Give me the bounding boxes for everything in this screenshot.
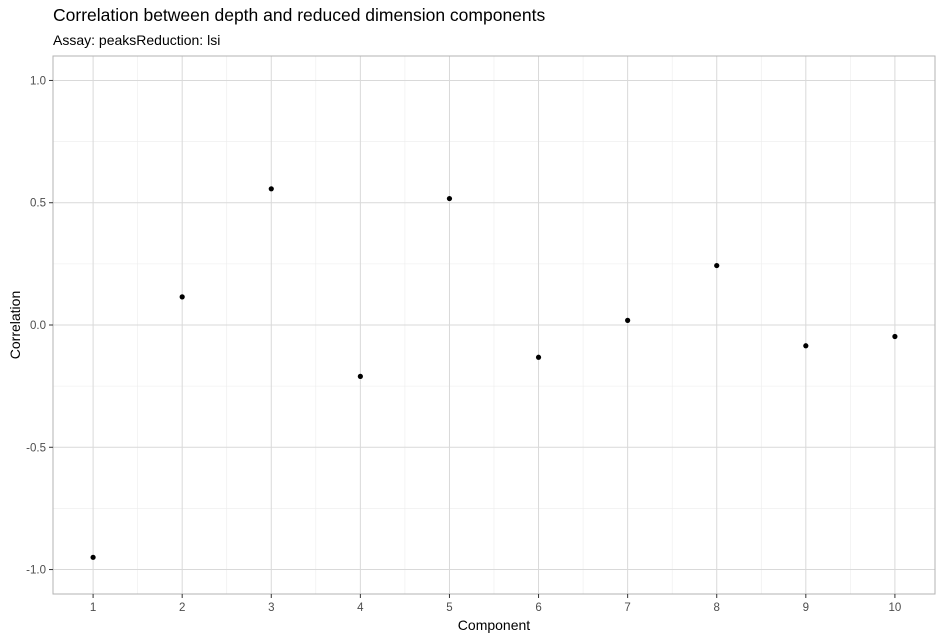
x-axis-title: Component: [458, 617, 530, 633]
chart-title: Correlation between depth and reduced di…: [53, 5, 546, 25]
y-tick-label: 1.0: [30, 75, 46, 87]
data-point: [625, 317, 631, 323]
x-tick-label: 1: [90, 602, 96, 614]
data-points: [90, 186, 898, 560]
x-tick-label: 2: [179, 602, 185, 614]
data-point: [535, 354, 542, 360]
x-tick-label: 7: [624, 602, 630, 614]
x-tick-label: 9: [803, 602, 809, 614]
y-tick-label: 0.0: [30, 320, 46, 332]
x-tick-label: 3: [268, 602, 274, 614]
x-tick-label: 8: [714, 602, 720, 614]
data-point: [268, 186, 274, 192]
data-point: [357, 373, 363, 379]
axis-ticks: 1 2 3 4 5 6 7 8 9 10 -1.0 -0.5 0.0 0.5 1.0: [26, 75, 901, 614]
data-point: [892, 333, 898, 340]
data-point: [179, 294, 185, 300]
y-axis-title: Correlation: [7, 291, 23, 359]
x-tick-label: 6: [535, 602, 541, 614]
x-tick-label: 10: [889, 602, 902, 614]
x-tick-label: 4: [357, 602, 364, 614]
y-tick-label: -0.5: [26, 442, 46, 454]
data-point: [803, 343, 809, 349]
y-tick-label: -1.0: [26, 565, 46, 577]
data-point: [90, 554, 96, 560]
x-tick-label: 5: [446, 602, 452, 614]
data-point: [714, 262, 720, 269]
chart-subtitle: Assay: peaksReduction: lsi: [53, 32, 221, 48]
y-tick-label: 0.5: [30, 198, 46, 210]
grid-lines: [53, 56, 935, 594]
data-point: [446, 195, 453, 202]
